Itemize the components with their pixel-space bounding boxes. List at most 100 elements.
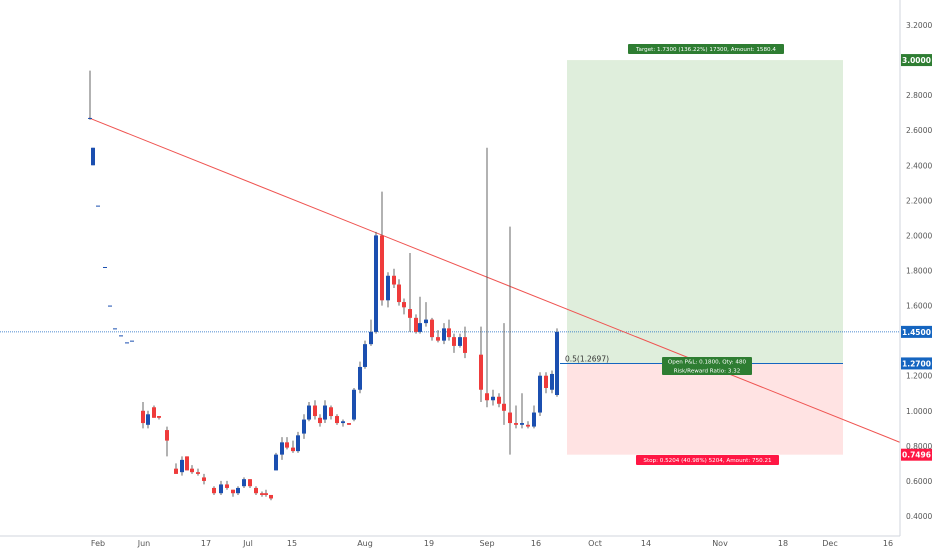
candle[interactable] xyxy=(374,231,378,334)
candle[interactable] xyxy=(392,268,396,289)
candle[interactable] xyxy=(458,333,462,348)
candle[interactable] xyxy=(318,414,322,427)
candle[interactable] xyxy=(424,302,428,327)
candle[interactable] xyxy=(180,456,184,476)
candle[interactable] xyxy=(202,473,206,485)
candle[interactable] xyxy=(96,205,100,207)
candle[interactable] xyxy=(352,387,356,422)
candle[interactable] xyxy=(508,226,512,455)
candle[interactable] xyxy=(219,480,223,495)
candle[interactable] xyxy=(296,431,300,453)
candle[interactable] xyxy=(190,465,194,474)
candle[interactable] xyxy=(386,272,390,308)
candle[interactable] xyxy=(236,486,240,495)
candle[interactable] xyxy=(248,479,252,488)
candle[interactable] xyxy=(108,305,112,307)
candle[interactable] xyxy=(242,477,246,488)
candle[interactable] xyxy=(447,319,451,341)
candle[interactable] xyxy=(550,370,554,394)
candle[interactable] xyxy=(269,494,273,501)
candle[interactable] xyxy=(452,333,456,353)
candle[interactable] xyxy=(103,266,107,268)
candle[interactable] xyxy=(442,323,446,345)
candle[interactable] xyxy=(430,317,434,341)
candle-body xyxy=(280,442,284,455)
candle[interactable] xyxy=(113,328,117,330)
candle[interactable] xyxy=(418,296,422,334)
candle[interactable] xyxy=(152,405,156,418)
candle[interactable] xyxy=(141,402,145,429)
candle-body xyxy=(141,410,145,424)
candle[interactable] xyxy=(369,319,373,346)
y-tick-label: 2.8000 xyxy=(906,91,932,100)
candle[interactable] xyxy=(532,405,536,429)
profit-zone[interactable] xyxy=(567,60,843,364)
candle[interactable] xyxy=(491,389,495,406)
candle[interactable] xyxy=(408,252,412,332)
candle[interactable] xyxy=(380,191,384,306)
loss-zone[interactable] xyxy=(567,363,843,455)
candle-body xyxy=(555,331,559,396)
candle[interactable] xyxy=(185,456,189,471)
candle[interactable] xyxy=(436,330,440,343)
candle[interactable] xyxy=(91,147,95,166)
candle[interactable] xyxy=(225,480,229,490)
candle[interactable] xyxy=(313,400,317,420)
candle[interactable] xyxy=(358,361,362,394)
candle[interactable] xyxy=(260,491,264,497)
candle[interactable] xyxy=(307,402,311,422)
candle[interactable] xyxy=(212,486,216,495)
candle-body xyxy=(369,331,373,345)
candle-body xyxy=(544,375,548,388)
candle[interactable] xyxy=(130,340,134,342)
candle[interactable] xyxy=(514,405,518,429)
candle-body xyxy=(248,479,252,487)
candle[interactable] xyxy=(302,414,306,439)
candle[interactable] xyxy=(335,414,339,425)
candle[interactable] xyxy=(157,416,161,420)
candle[interactable] xyxy=(231,489,235,497)
candle[interactable] xyxy=(538,372,542,417)
candle[interactable] xyxy=(264,489,268,497)
candle[interactable] xyxy=(88,70,92,120)
stop-label[interactable]: Stop: 0.5204 (40.98%) 5204, Amount: 750.… xyxy=(636,455,779,465)
candle[interactable] xyxy=(363,340,367,369)
x-tick-label: 17 xyxy=(201,539,211,548)
candle[interactable] xyxy=(174,463,178,474)
candle[interactable] xyxy=(520,393,524,429)
trend-line[interactable] xyxy=(88,117,901,443)
candle[interactable] xyxy=(414,314,418,334)
candle[interactable] xyxy=(165,426,169,457)
candle[interactable] xyxy=(329,405,333,420)
candle[interactable] xyxy=(502,323,506,425)
candle[interactable] xyxy=(526,421,530,429)
candle[interactable] xyxy=(196,468,200,476)
candle[interactable] xyxy=(280,437,284,460)
candle[interactable] xyxy=(323,400,327,424)
candle[interactable] xyxy=(397,279,401,306)
candle[interactable] xyxy=(341,419,345,427)
candle[interactable] xyxy=(119,335,123,337)
candle-body xyxy=(508,412,512,424)
candle[interactable] xyxy=(291,440,295,453)
candle[interactable] xyxy=(254,486,258,495)
candle[interactable] xyxy=(285,437,289,450)
candle[interactable] xyxy=(485,147,489,408)
candle[interactable] xyxy=(146,410,150,429)
candle[interactable] xyxy=(479,326,483,403)
y-tick-label: 1.0000 xyxy=(906,407,932,416)
candle[interactable] xyxy=(555,328,559,397)
target-label[interactable]: Target: 1.7300 (136.22%) 17300, Amount: … xyxy=(628,44,784,54)
candle[interactable] xyxy=(402,298,406,315)
y-tick-label: 2.2000 xyxy=(906,196,932,205)
candle[interactable] xyxy=(497,393,501,408)
candle[interactable] xyxy=(274,452,278,471)
y-tick-label: 3.2000 xyxy=(906,21,932,30)
candle[interactable] xyxy=(544,372,548,394)
candle[interactable] xyxy=(347,423,351,425)
candle[interactable] xyxy=(125,342,129,344)
candle[interactable] xyxy=(463,326,467,359)
pnl-label[interactable]: Open P&L: 0.1800, Qty: 480 Risk/Reward Ra… xyxy=(662,357,752,375)
